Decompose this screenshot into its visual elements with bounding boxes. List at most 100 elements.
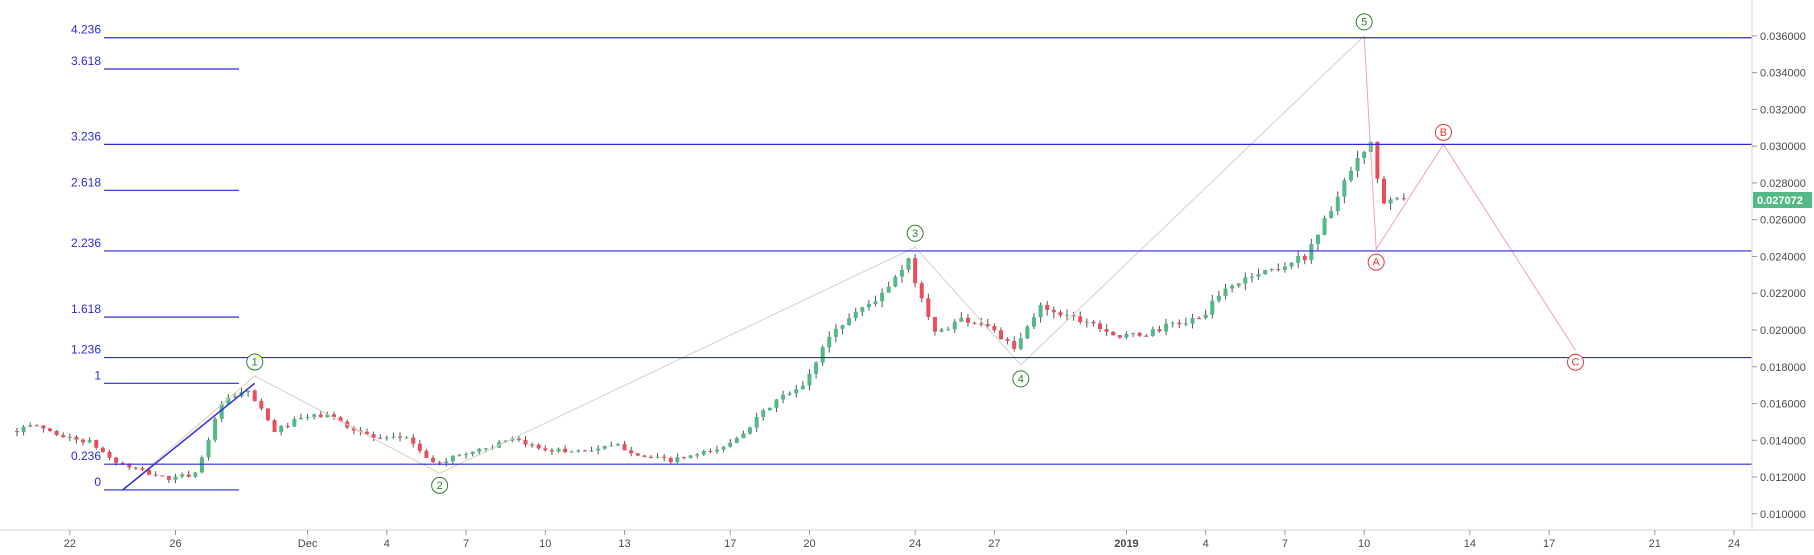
time-tick-label: 24 xyxy=(1728,538,1740,550)
candle-up xyxy=(1256,274,1261,277)
candle-down xyxy=(582,450,587,452)
fib-level-label: 1 xyxy=(94,368,101,382)
candle-up xyxy=(701,450,706,455)
candle-up xyxy=(1164,323,1169,332)
candle-down xyxy=(48,428,53,431)
candle-down xyxy=(15,431,19,433)
fibonacci-extension[interactable]: 4.236 3.618 3.236 2.618 2.236 1.618 1.236 1 0.23… xyxy=(71,23,1752,491)
candle-down xyxy=(1012,340,1017,349)
candle-up xyxy=(457,454,462,456)
candle-down xyxy=(1144,335,1149,337)
candle-up xyxy=(695,454,700,456)
candle-down xyxy=(331,414,336,418)
candle-down xyxy=(153,474,158,476)
candle-up xyxy=(946,329,951,331)
candle-up xyxy=(1170,322,1175,324)
candle-down xyxy=(1381,178,1386,204)
candle-down xyxy=(1005,339,1010,341)
candle-up xyxy=(444,461,449,464)
candle-down xyxy=(516,438,521,440)
candle-up xyxy=(873,301,878,304)
candle-down xyxy=(1051,309,1056,313)
wave-marker-circle xyxy=(1434,123,1452,141)
candle-up xyxy=(840,325,845,329)
elliott-wave-labels[interactable]: 1 2 3 4 5 A B C xyxy=(246,13,1585,494)
candle-up xyxy=(734,438,739,443)
candle-up xyxy=(767,407,772,411)
candle-down xyxy=(563,448,568,453)
wave-marker-label: 5 xyxy=(1361,16,1367,28)
candle-up xyxy=(860,307,865,312)
candle-up xyxy=(807,373,812,386)
candle-up xyxy=(391,436,396,438)
candle-up xyxy=(1249,276,1254,278)
candle-down xyxy=(107,451,112,458)
time-tick-label: 27 xyxy=(988,538,1000,550)
candle-down xyxy=(662,456,667,458)
candle-down xyxy=(965,317,970,323)
time-axis[interactable]: 22 26 Dec 4 7 10 13 17 20 24 27 2019 4 7 10 14 17 21 24 xyxy=(64,530,1740,550)
wave-marker-circle xyxy=(906,224,924,242)
candle-down xyxy=(166,476,171,480)
candle-down xyxy=(629,450,634,454)
candle-down xyxy=(523,439,528,445)
time-tick-label: 10 xyxy=(539,538,551,550)
wave-marker-label: 4 xyxy=(1018,373,1024,385)
candle-down xyxy=(34,425,39,427)
candle-up xyxy=(1309,244,1314,261)
price-tick-label: 0.032000 xyxy=(1760,104,1806,116)
candle-up xyxy=(1031,317,1036,327)
candle-down xyxy=(972,322,977,324)
candle-down xyxy=(932,316,937,332)
candle-down xyxy=(1302,255,1307,261)
fib-level-label: 1.618 xyxy=(71,302,101,316)
candle-up xyxy=(1315,234,1320,245)
impulse-wave-path xyxy=(122,35,1365,491)
candle-down xyxy=(265,408,270,421)
candle-down xyxy=(411,437,416,444)
candle-up xyxy=(847,318,852,326)
candle-down xyxy=(1098,323,1103,330)
candle-up xyxy=(1150,329,1155,336)
candle-down xyxy=(635,453,640,456)
candle-up xyxy=(1263,269,1268,275)
candle-down xyxy=(1111,331,1116,336)
candle-down xyxy=(431,457,436,463)
candle-up xyxy=(1230,285,1235,289)
price-axis[interactable]: 0.036000 0.034000 0.032000 0.030000 0.028000… xyxy=(1752,31,1806,521)
fib-anchor-trendline xyxy=(122,382,256,491)
candle-down xyxy=(979,323,984,325)
candle-up xyxy=(866,303,871,308)
candle-up xyxy=(1025,326,1030,339)
candle-down xyxy=(437,462,442,464)
candle-down xyxy=(985,324,990,327)
price-tick-label: 0.028000 xyxy=(1760,178,1806,190)
candle-up xyxy=(21,426,26,432)
candle-down xyxy=(913,258,918,284)
last-price-tag: 0.027072 xyxy=(1753,192,1812,209)
candle-up xyxy=(450,455,455,462)
time-tick-label: 14 xyxy=(1464,538,1476,550)
candle-up xyxy=(781,394,786,400)
candle-up xyxy=(173,476,178,480)
fib-level-label: 2.618 xyxy=(71,175,101,189)
candle-down xyxy=(642,455,647,457)
candle-up xyxy=(470,451,475,454)
candle-down xyxy=(1078,316,1083,323)
price-tick-label: 0.014000 xyxy=(1760,435,1806,447)
candle-down xyxy=(100,447,105,452)
time-tick-label: 26 xyxy=(169,538,181,550)
candle-up xyxy=(675,457,680,463)
candle-down xyxy=(147,469,152,475)
candle-down xyxy=(1117,335,1122,338)
fib-level-label: 2.236 xyxy=(71,236,101,250)
candle-up xyxy=(761,410,766,418)
candle-up xyxy=(279,425,284,433)
candle-up xyxy=(820,347,825,363)
price-tick-label: 0.018000 xyxy=(1760,362,1806,374)
candle-down xyxy=(127,463,132,468)
candle-down xyxy=(114,457,119,463)
candle-up xyxy=(1329,211,1334,219)
candle-down xyxy=(1091,321,1096,324)
